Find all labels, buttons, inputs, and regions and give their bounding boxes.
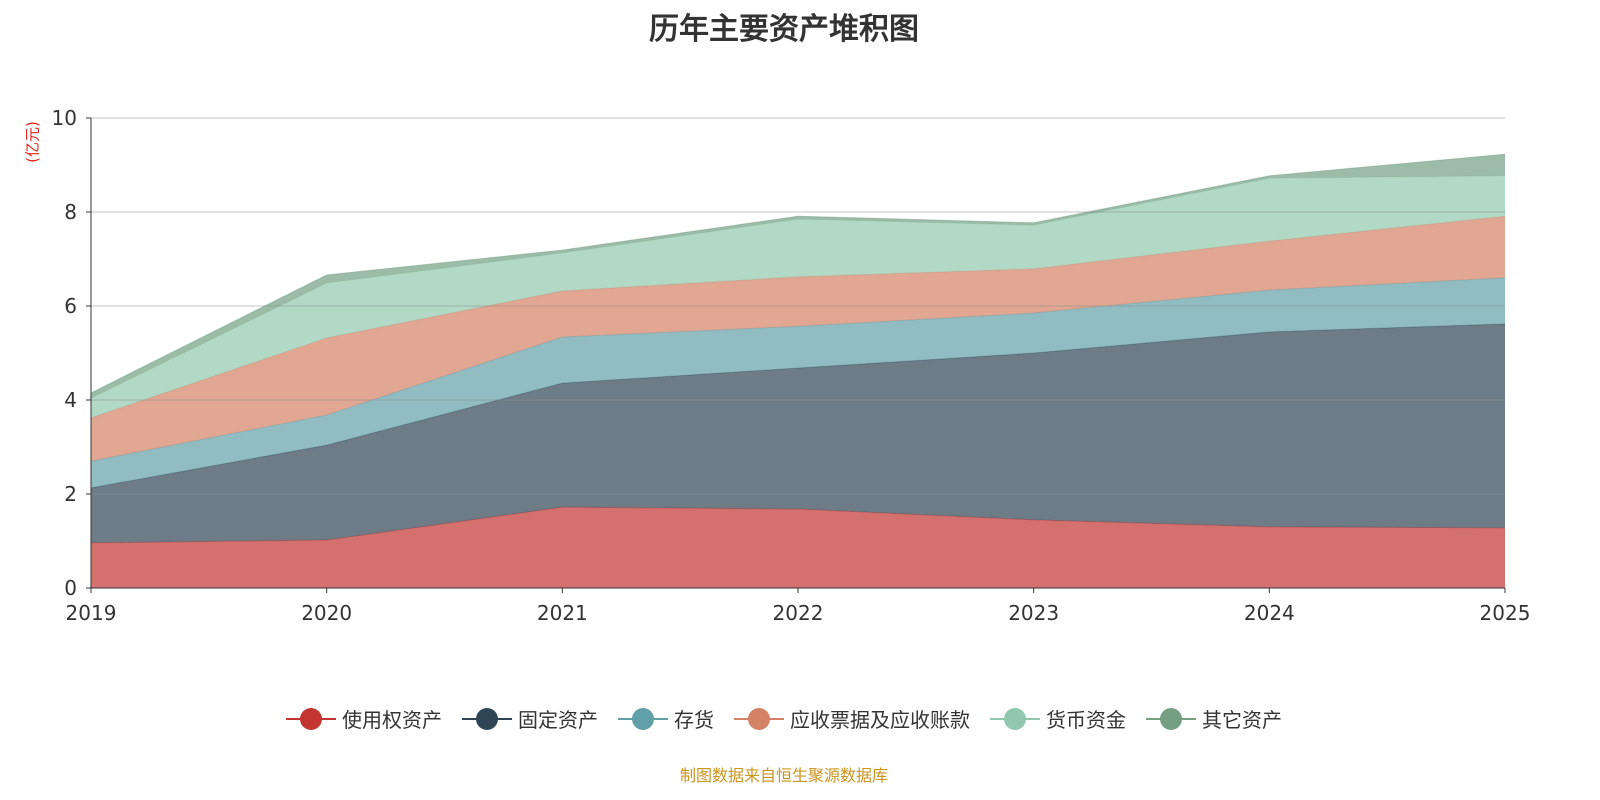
- legend-item[interactable]: 应收票据及应收账款: [734, 704, 970, 733]
- legend-item[interactable]: 使用权资产: [286, 704, 442, 733]
- x-tick-label: 2024: [1244, 601, 1295, 625]
- y-tick-label: 2: [64, 482, 77, 506]
- legend-marker-icon: [462, 707, 512, 730]
- legend-marker-icon: [734, 707, 784, 730]
- legend-marker-icon: [618, 707, 668, 730]
- legend-item[interactable]: 固定资产: [462, 704, 598, 733]
- legend-marker-icon: [1146, 707, 1196, 730]
- y-tick-label: 10: [52, 106, 77, 130]
- area-line-5: [90, 153, 1506, 394]
- x-tick-label: 2020: [301, 601, 352, 625]
- legend-label: 其它资产: [1202, 708, 1282, 732]
- y-tick-label: 0: [64, 576, 77, 600]
- legend-label: 使用权资产: [342, 708, 442, 732]
- x-tick-label: 2021: [537, 601, 588, 625]
- area-4: [91, 175, 1505, 418]
- area-3: [91, 216, 1505, 462]
- legend: 使用权资产 固定资产 存货 应收票据及应收账款 货币资金 其它资产: [0, 704, 1568, 733]
- area-1: [91, 323, 1505, 543]
- stacked-area-chart: 0 2 4 6 8 10 2019 2020 2021 2022 2023 2024 2025: [52, 106, 1531, 625]
- legend-item[interactable]: 其它资产: [1146, 704, 1282, 733]
- x-tick-label: 2023: [1008, 601, 1059, 625]
- legend-label: 固定资产: [518, 708, 598, 732]
- area-5: [91, 154, 1505, 399]
- legend-label: 应收票据及应收账款: [790, 708, 970, 732]
- legend-item[interactable]: 货币资金: [990, 704, 1126, 733]
- y-tick-label: 8: [64, 200, 77, 224]
- y-tick-label: 6: [64, 294, 77, 318]
- legend-marker-icon: [990, 707, 1040, 730]
- chart-title: 历年主要资产堆积图: [649, 12, 919, 47]
- legend-label: 存货: [674, 708, 714, 732]
- area-0: [91, 507, 1505, 588]
- source-footer: 制图数据来自恒生聚源数据库: [679, 766, 888, 785]
- x-tick-label: 2019: [66, 601, 117, 625]
- x-tick-label: 2022: [773, 601, 824, 625]
- x-tick-label: 2025: [1480, 601, 1531, 625]
- legend-label: 货币资金: [1046, 708, 1126, 732]
- legend-item[interactable]: 存货: [618, 704, 714, 733]
- y-tick-label: 4: [64, 388, 77, 412]
- area-2: [91, 277, 1505, 488]
- legend-marker-icon: [286, 707, 336, 730]
